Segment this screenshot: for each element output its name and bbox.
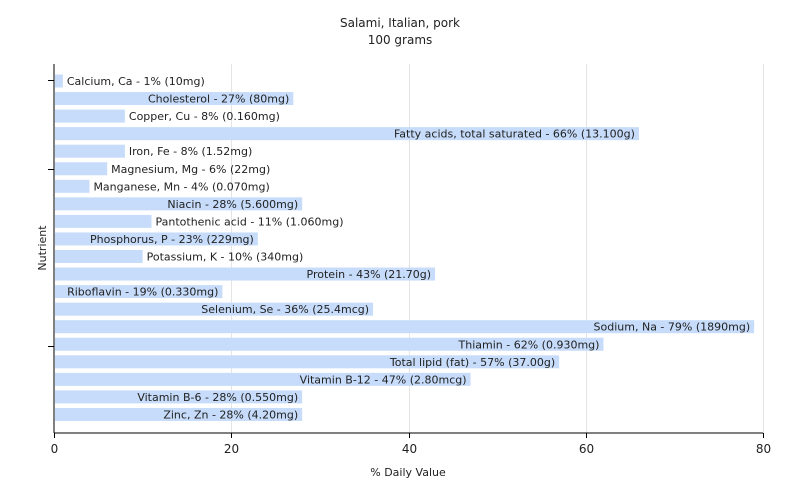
bar-label: Selenium, Se - 36% (25.4mcg) — [201, 303, 369, 316]
bar — [55, 179, 90, 193]
bar-label: Total lipid (fat) - 57% (37.00g) — [389, 356, 555, 369]
bar-label: Copper, Cu - 8% (0.160mg) — [129, 110, 280, 123]
bar-label: Phosphorus, P - 23% (229mg) — [90, 233, 254, 246]
bar — [55, 144, 125, 158]
bar — [55, 372, 471, 386]
bar — [55, 267, 436, 281]
bar — [55, 355, 560, 369]
bar — [55, 285, 223, 299]
x-tick-label: 40 — [402, 442, 417, 456]
bar — [55, 390, 303, 404]
axes — [53, 64, 763, 434]
bar-label: Riboflavin - 19% (0.330mg) — [67, 286, 218, 299]
bar — [55, 214, 152, 228]
bar — [55, 162, 108, 176]
x-tick-label: 0 — [51, 442, 59, 456]
bar-label: Potassium, K - 10% (340mg) — [147, 251, 304, 264]
bar — [55, 74, 63, 88]
bar — [55, 337, 604, 351]
x-tick-label: 60 — [579, 442, 594, 456]
chart-subtitle: 100 grams — [368, 33, 433, 47]
x-axis-label: % Daily Value — [370, 466, 446, 479]
bar — [55, 197, 303, 211]
grid-lines — [231, 64, 764, 433]
y-axis-label: Nutrient — [36, 225, 49, 271]
bar-label: Fatty acids, total saturated - 66% (13.1… — [394, 128, 635, 141]
bar — [55, 127, 639, 141]
bar-label: Niacin - 28% (5.600mg) — [167, 198, 298, 211]
bar — [55, 92, 294, 106]
bar-label: Manganese, Mn - 4% (0.070mg) — [93, 180, 269, 193]
bar-label: Protein - 43% (21.70g) — [307, 268, 432, 281]
bars: Calcium, Ca - 1% (10mg) Cholesterol - 27%… — [55, 74, 755, 421]
y-ticks — [48, 80, 54, 347]
bar — [55, 109, 125, 123]
bar — [55, 232, 258, 246]
bar — [55, 320, 755, 334]
bar-label: Zinc, Zn - 28% (4.20mg) — [163, 408, 298, 421]
bar-label: Vitamin B-12 - 47% (2.80mcg) — [300, 373, 467, 386]
bar-label: Vitamin B-6 - 28% (0.550mg) — [137, 391, 298, 404]
bar — [55, 407, 303, 421]
bar-label: Thiamin - 62% (0.930mg) — [458, 338, 600, 351]
x-tick-label: 80 — [756, 442, 771, 456]
bar-label: Sodium, Na - 79% (1890mg) — [594, 321, 751, 334]
bar-label: Calcium, Ca - 1% (10mg) — [67, 75, 205, 88]
bar-label: Iron, Fe - 8% (1.52mg) — [129, 145, 252, 158]
bar-label: Magnesium, Mg - 6% (22mg) — [111, 163, 270, 176]
bar — [55, 302, 374, 316]
x-tick-label: 20 — [224, 442, 239, 456]
chart-title: Salami, Italian, pork — [340, 16, 460, 30]
bar — [55, 250, 143, 263]
x-ticks: 0 20 40 60 80 — [51, 433, 771, 456]
bar-label: Pantothenic acid - 11% (1.060mg) — [155, 215, 343, 228]
bar-label: Cholesterol - 27% (80mg) — [148, 93, 289, 106]
